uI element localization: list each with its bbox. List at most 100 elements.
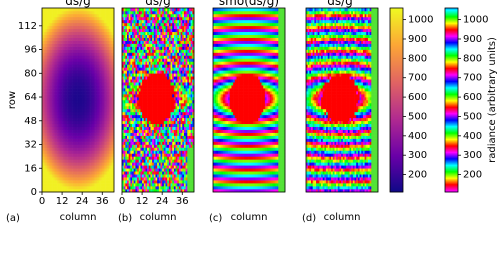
image-cell bbox=[139, 109, 141, 112]
image-cell bbox=[154, 94, 156, 97]
image-cell bbox=[127, 64, 129, 67]
image-cell bbox=[65, 94, 67, 97]
image-cell bbox=[74, 35, 76, 38]
image-cell bbox=[89, 79, 91, 82]
image-cell bbox=[81, 127, 83, 130]
image-cell bbox=[69, 156, 71, 159]
image-cell bbox=[101, 79, 103, 82]
y-tick-label: 64 bbox=[24, 92, 37, 103]
image-cell bbox=[169, 133, 171, 136]
image-cell bbox=[139, 100, 141, 103]
image-cell bbox=[166, 139, 168, 142]
image-cell bbox=[124, 35, 126, 38]
image-cell bbox=[176, 124, 178, 127]
image-cell bbox=[172, 35, 174, 38]
image-cell bbox=[166, 109, 168, 112]
image-cell bbox=[89, 29, 91, 32]
image-cell bbox=[181, 133, 183, 136]
image-cell bbox=[145, 85, 147, 88]
image-cell bbox=[104, 150, 106, 153]
image-cell bbox=[145, 82, 147, 85]
image-cell bbox=[81, 97, 83, 100]
image-cell bbox=[139, 97, 141, 100]
image-cell bbox=[62, 73, 64, 76]
image-cell bbox=[54, 82, 56, 85]
image-cell bbox=[101, 76, 103, 79]
image-cell bbox=[77, 76, 79, 79]
image-cell bbox=[62, 47, 64, 50]
image-cell bbox=[44, 32, 46, 35]
image-cell bbox=[81, 64, 83, 67]
image-cell bbox=[104, 112, 106, 115]
image-cell bbox=[169, 177, 171, 180]
image-cell bbox=[124, 162, 126, 165]
image-cell bbox=[92, 67, 94, 70]
image-cell bbox=[107, 115, 109, 118]
image-cell bbox=[74, 145, 76, 148]
image-cell bbox=[77, 180, 79, 183]
image-cell bbox=[142, 23, 144, 26]
image-cell bbox=[86, 94, 88, 97]
image-cell bbox=[89, 156, 91, 159]
image-cell bbox=[154, 174, 156, 177]
image-cell bbox=[92, 130, 94, 133]
image-cell bbox=[130, 14, 132, 17]
image-cell bbox=[92, 147, 94, 150]
image-cell bbox=[77, 44, 79, 47]
image-cell bbox=[154, 133, 156, 136]
image-cell bbox=[59, 142, 61, 145]
image-cell bbox=[86, 162, 88, 165]
image-cell bbox=[50, 124, 52, 127]
image-cell bbox=[124, 174, 126, 177]
image-cell bbox=[176, 88, 178, 91]
image-cell bbox=[172, 124, 174, 127]
image-cell bbox=[149, 23, 151, 26]
image-cell bbox=[54, 174, 56, 177]
image-cell bbox=[166, 23, 168, 26]
image-cell bbox=[69, 85, 71, 88]
image-cell bbox=[111, 70, 113, 73]
image-cell bbox=[89, 159, 91, 162]
image-cell bbox=[127, 124, 129, 127]
image-cell bbox=[157, 127, 159, 130]
image-cell bbox=[50, 47, 52, 50]
image-cell bbox=[86, 26, 88, 29]
image-cell bbox=[130, 124, 132, 127]
image-cell bbox=[59, 55, 61, 58]
x-axis-label: column bbox=[60, 212, 97, 223]
image-cell bbox=[104, 177, 106, 180]
image-cell bbox=[54, 79, 56, 82]
image-cell bbox=[130, 41, 132, 44]
image-cell bbox=[44, 177, 46, 180]
image-cell bbox=[104, 41, 106, 44]
image-cell bbox=[77, 124, 79, 127]
image-cell bbox=[54, 136, 56, 139]
image-cell bbox=[139, 156, 141, 159]
image-cell bbox=[145, 159, 147, 162]
image-cell bbox=[74, 94, 76, 97]
image-cell bbox=[69, 165, 71, 168]
image-cell bbox=[139, 8, 141, 11]
image-cell bbox=[149, 11, 151, 14]
image-cell bbox=[47, 145, 49, 148]
image-cell bbox=[161, 97, 163, 100]
image-cell bbox=[89, 165, 91, 168]
image-cell bbox=[101, 136, 103, 139]
image-cell bbox=[50, 53, 52, 56]
image-cell bbox=[96, 61, 98, 64]
image-cell bbox=[134, 139, 136, 142]
image-cell bbox=[69, 121, 71, 124]
image-cell bbox=[157, 91, 159, 94]
image-cell bbox=[169, 150, 171, 153]
image-cell bbox=[124, 115, 126, 118]
image-cell bbox=[92, 55, 94, 58]
image-cell bbox=[166, 142, 168, 145]
image-cell bbox=[172, 180, 174, 183]
image-cell bbox=[130, 177, 132, 180]
image-cell bbox=[127, 47, 129, 50]
image-cell bbox=[89, 53, 91, 56]
image-cell bbox=[96, 168, 98, 171]
image-cell bbox=[161, 165, 163, 168]
image-cell bbox=[47, 26, 49, 29]
image-cell bbox=[134, 174, 136, 177]
